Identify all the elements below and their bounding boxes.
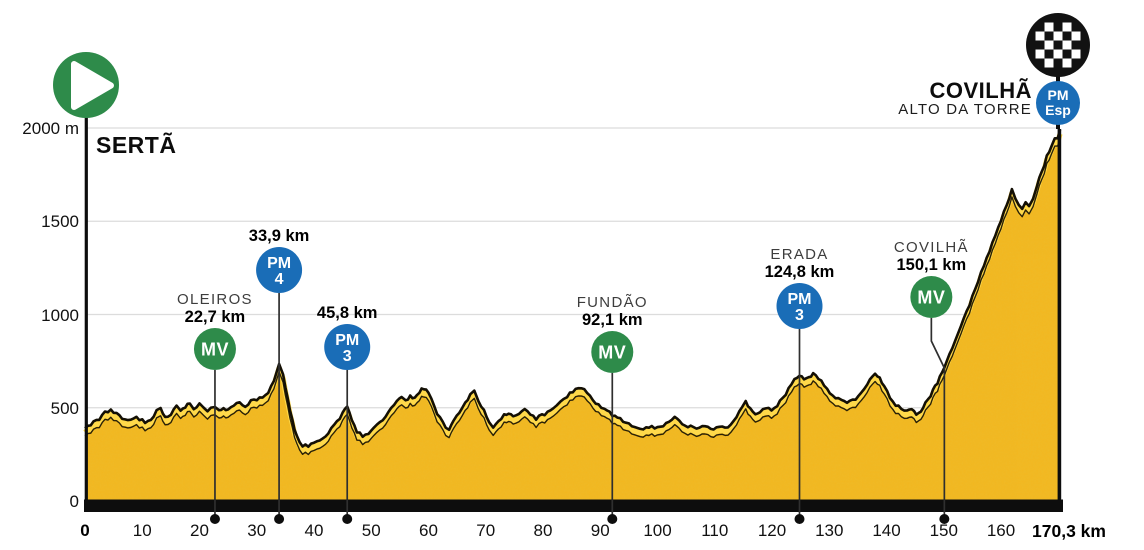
- finish-flag-icon: [1026, 13, 1090, 77]
- checker-square: [1044, 40, 1054, 50]
- waypoint-badge-mv: [193, 328, 236, 370]
- waypoint-dot: [939, 514, 950, 524]
- pm-esp-line2: Esp: [1045, 102, 1071, 118]
- badge-text-pm: PM: [788, 291, 812, 308]
- play-icon: [71, 61, 114, 110]
- start-icon: [53, 52, 119, 118]
- waypoint-badge-mv: [910, 276, 953, 318]
- profile-highlight-band: [83, 133, 1063, 454]
- checker-square: [1035, 49, 1045, 59]
- badge-text-pm: PM: [267, 255, 291, 272]
- waypoint-dot: [794, 514, 805, 524]
- checker-square: [1071, 31, 1081, 41]
- badge-text-pm-cat: 4: [275, 271, 284, 288]
- badge-text-pm-cat: 3: [343, 348, 352, 365]
- badge-text-mv: MV: [201, 340, 229, 360]
- waypoint-stem: [930, 318, 946, 519]
- pm-esp-circle: [1036, 81, 1080, 125]
- waypoint-dot: [342, 514, 353, 524]
- checker-square: [1062, 22, 1072, 32]
- checker-square: [1053, 49, 1063, 59]
- waypoint-dot: [607, 514, 618, 524]
- waypoint-dot: [209, 514, 220, 524]
- badge-text-mv: MV: [598, 343, 626, 363]
- waypoint-badge-pm: [256, 247, 303, 293]
- x-axis-bar: [84, 499, 1063, 512]
- waypoint-badge-mv: [591, 331, 634, 373]
- checker-square: [1044, 22, 1054, 32]
- waypoint-badge-pm: [776, 283, 823, 329]
- pm-esp-line1: PM: [1048, 87, 1069, 103]
- checker-square: [1071, 49, 1081, 59]
- badge-text-pm: PM: [335, 332, 359, 349]
- badge-text-mv: MV: [917, 288, 945, 308]
- checker-square: [1044, 58, 1054, 68]
- profile-texture: [85, 129, 1060, 501]
- finish-pm-esp-badge: PM Esp: [1036, 81, 1080, 125]
- waypoint-dot: [274, 514, 285, 524]
- waypoint-badge-pm: [324, 324, 371, 370]
- profile-inner-line: [84, 137, 1061, 456]
- checker-square: [1062, 40, 1072, 50]
- finish-marker: PM Esp: [1026, 13, 1090, 129]
- checker-square: [1035, 31, 1045, 41]
- checker-square: [1053, 31, 1063, 41]
- badge-text-pm-cat: 3: [795, 307, 804, 324]
- checker-square: [1062, 58, 1072, 68]
- profile-top-line: [84, 129, 1062, 448]
